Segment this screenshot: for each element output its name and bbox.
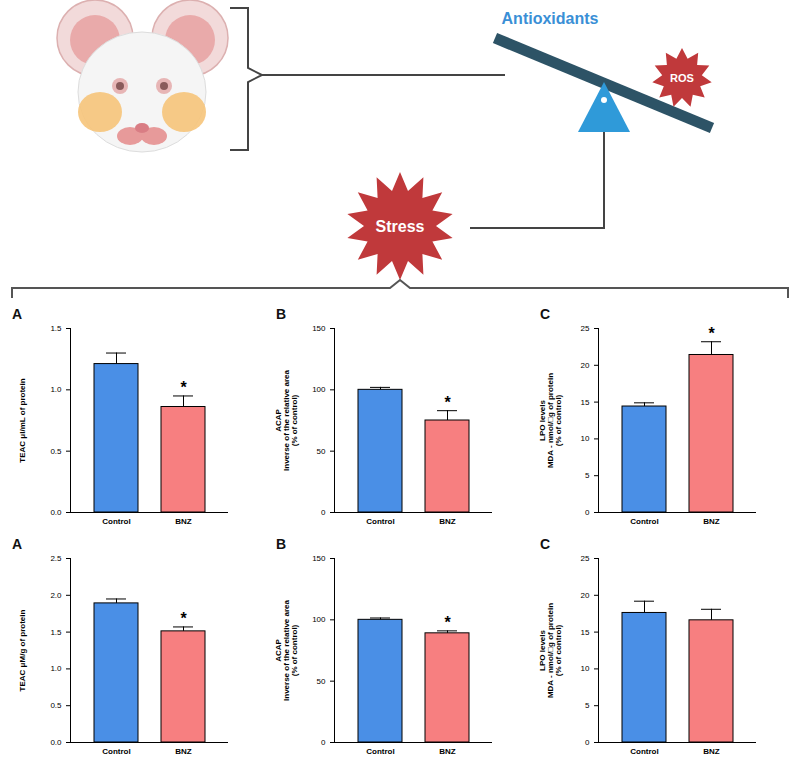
svg-text:Stress: Stress	[376, 218, 425, 235]
svg-text:150: 150	[312, 554, 326, 563]
svg-text:1.5: 1.5	[50, 628, 62, 637]
svg-text:BNZ: BNZ	[175, 517, 192, 526]
svg-text:BNZ: BNZ	[703, 747, 720, 756]
svg-text:0.5: 0.5	[50, 447, 62, 456]
svg-text:ACAPInverse of the relative ar: ACAPInverse of the relative area(% of co…	[274, 599, 299, 700]
svg-text:25: 25	[581, 324, 590, 333]
svg-text:20: 20	[581, 591, 590, 600]
svg-text:10: 10	[581, 434, 590, 443]
html-text:C: C	[540, 536, 551, 552]
svg-text:15: 15	[581, 398, 590, 407]
svg-text:BNZ: BNZ	[439, 517, 456, 526]
svg-text:*: *	[708, 325, 715, 342]
svg-text:20: 20	[581, 361, 590, 370]
svg-text:Control: Control	[102, 517, 130, 526]
svg-text:BNZ: BNZ	[703, 517, 720, 526]
svg-text:5: 5	[585, 701, 590, 710]
svg-text:LPO levelsMDA - nmol/□g of pro: LPO levelsMDA - nmol/□g of protein(% of …	[538, 373, 563, 468]
svg-text:2.0: 2.0	[50, 591, 62, 600]
svg-text:25: 25	[581, 554, 590, 563]
svg-text:Control: Control	[366, 517, 394, 526]
svg-text:1.0: 1.0	[50, 664, 62, 673]
svg-text:10: 10	[581, 664, 590, 673]
svg-text:100: 100	[312, 615, 326, 624]
svg-text:ROS: ROS	[670, 72, 694, 84]
html-text:A: A	[12, 306, 23, 322]
svg-text:*: *	[180, 379, 187, 396]
svg-text:TEAC μM/g of protein: TEAC μM/g of protein	[18, 610, 27, 692]
svg-text:TEAC μl/mL of protein: TEAC μl/mL of protein	[18, 378, 27, 462]
html-text:B: B	[276, 536, 287, 552]
html-text:B: B	[276, 306, 287, 322]
svg-text:Antioxidants: Antioxidants	[502, 10, 599, 27]
svg-text:1.5: 1.5	[50, 324, 62, 333]
svg-text:5: 5	[585, 471, 590, 480]
svg-text:0: 0	[321, 508, 326, 517]
svg-text:Control: Control	[366, 747, 394, 756]
svg-text:0: 0	[585, 738, 590, 747]
svg-text:150: 150	[312, 324, 326, 333]
svg-text:*: *	[444, 394, 451, 411]
svg-text:50: 50	[317, 677, 326, 686]
svg-text:BNZ: BNZ	[175, 747, 192, 756]
svg-text:0.5: 0.5	[50, 701, 62, 710]
svg-text:Control: Control	[630, 747, 658, 756]
svg-text:*: *	[444, 614, 451, 631]
svg-text:100: 100	[312, 385, 326, 394]
svg-text:*: *	[180, 610, 187, 627]
svg-text:Control: Control	[630, 517, 658, 526]
html-text:C: C	[540, 306, 551, 322]
svg-text:1.0: 1.0	[50, 385, 62, 394]
svg-text:15: 15	[581, 628, 590, 637]
svg-text:2.5: 2.5	[50, 554, 62, 563]
svg-text:0: 0	[585, 508, 590, 517]
svg-text:ACAPInverse of the relative ar: ACAPInverse of the relative area(% of co…	[274, 369, 299, 470]
svg-text:LPO levelsMDA - nmol/□g of pro: LPO levelsMDA - nmol/□g of protein(% of …	[538, 603, 563, 698]
svg-text:0.0: 0.0	[50, 508, 62, 517]
html-text:A: A	[12, 536, 23, 552]
svg-text:BNZ: BNZ	[439, 747, 456, 756]
svg-text:0: 0	[321, 738, 326, 747]
svg-text:Control: Control	[102, 747, 130, 756]
svg-text:50: 50	[317, 447, 326, 456]
svg-text:0.0: 0.0	[50, 738, 62, 747]
